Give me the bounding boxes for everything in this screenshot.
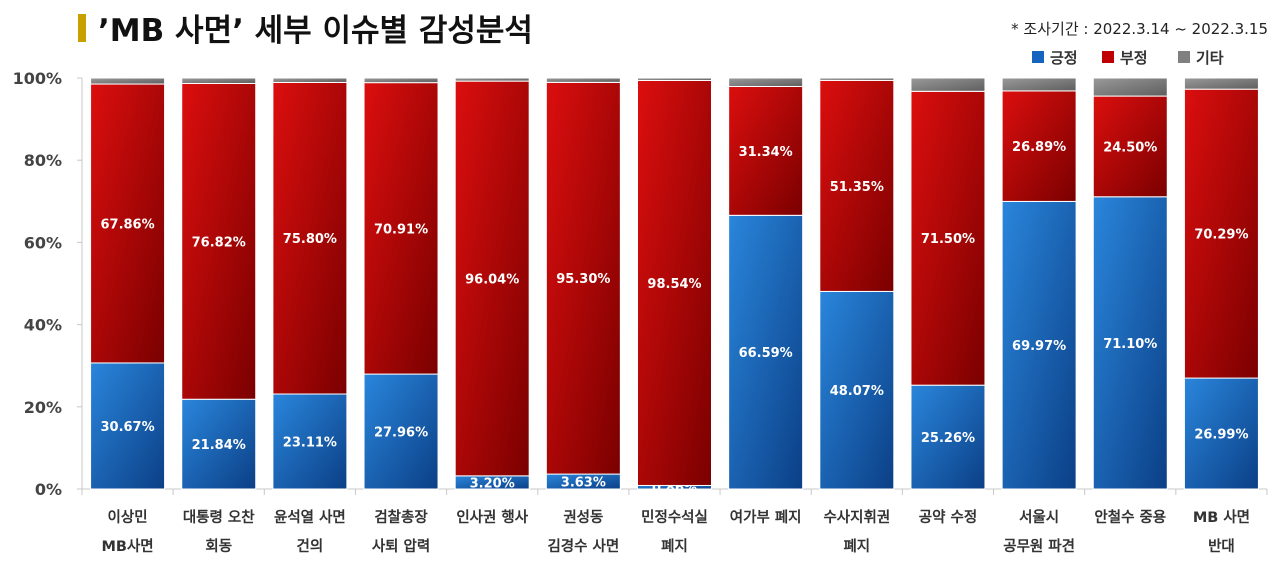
legend-swatch (1032, 51, 1044, 63)
bar-other (910, 77, 986, 92)
bar-positive (910, 384, 986, 490)
title-accent-bar (78, 14, 86, 42)
data-label: 26.89% (1012, 140, 1066, 155)
bar-positive (728, 214, 804, 490)
bar-other (637, 77, 712, 81)
bar-positive (363, 373, 439, 490)
x-tick-label: 폐지 (661, 538, 688, 555)
survey-period: * 조사기간 : 2022.3.14 ~ 2022.3.15 (1011, 20, 1268, 38)
bar-other (819, 77, 895, 81)
bar-other (1001, 77, 1077, 92)
data-label: 31.34% (739, 145, 793, 160)
x-tick-label: 수사지휘권 (823, 508, 890, 526)
y-tick-label: 60% (24, 233, 62, 252)
data-label: 70.29% (1194, 228, 1248, 243)
chart-title: ’MB 사면’ 세부 이슈별 감성분석 (98, 13, 533, 49)
x-tick-label: 민정수석실 (641, 508, 708, 526)
data-label: 95.30% (556, 272, 610, 287)
x-tick-label: 안철수 중용 (1094, 508, 1166, 526)
data-label: 75.80% (283, 232, 337, 247)
data-label: 27.96% (374, 426, 428, 441)
data-label: 66.59% (739, 346, 793, 361)
bar-negative (1001, 90, 1077, 202)
x-tick-label: 대통령 오찬 (183, 508, 255, 526)
bar-other (272, 77, 348, 83)
bar-other (545, 77, 621, 83)
data-label: 24.50% (1103, 140, 1157, 155)
data-label: 25.26% (921, 431, 975, 446)
x-tick-label: 권성동 (563, 508, 603, 526)
legend-swatch (1178, 51, 1190, 63)
data-label: 26.99% (1194, 428, 1248, 443)
y-tick-label: 100% (13, 69, 62, 88)
bar-other (181, 77, 257, 85)
bar-positive (181, 398, 257, 490)
y-tick-label: 80% (24, 151, 62, 170)
data-label: 23.11% (283, 436, 337, 451)
bar-other (454, 77, 530, 82)
data-label: 71.50% (921, 232, 975, 247)
bar-negative (454, 80, 530, 477)
x-tick-label: 회동 (205, 538, 232, 555)
x-tick-label: MB사면 (101, 538, 153, 555)
legend-label: 부정 (1120, 49, 1148, 67)
bar-negative (181, 83, 257, 400)
bar-positive (1183, 377, 1259, 490)
data-label: 98.54% (647, 277, 701, 292)
x-tick-label: 서울시 (1019, 509, 1059, 526)
bar-positive (272, 393, 348, 490)
bar-other (1092, 77, 1168, 97)
data-label: 51.35% (830, 180, 884, 195)
legend-swatch (1102, 51, 1114, 63)
bar-negative (272, 81, 348, 395)
bar-negative (363, 82, 439, 375)
data-label: 70.91% (374, 222, 428, 237)
x-tick-label: 인사권 행사 (456, 508, 528, 526)
data-label: 30.67% (100, 420, 154, 435)
data-label: 76.82% (192, 235, 246, 250)
x-tick-label: 공약 수정 (919, 508, 977, 526)
data-label: 3.63% (561, 476, 606, 491)
x-tick-label: 윤석열 사면 (274, 508, 346, 526)
bar-negative (637, 79, 712, 486)
data-label: 67.86% (100, 217, 154, 232)
y-tick-label: 40% (24, 316, 62, 335)
bar-positive (819, 290, 895, 490)
bar-negative (545, 81, 621, 475)
x-tick-label: 검찰총장 (374, 508, 428, 526)
legend-label: 긍정 (1050, 49, 1078, 67)
bar-other (728, 77, 804, 88)
bar-negative (910, 90, 986, 386)
bar-positive (1001, 200, 1077, 490)
x-tick-label: 이상민 (108, 509, 148, 526)
x-tick-label: 사퇴 압력 (372, 537, 430, 555)
x-tick-label: 김경수 사면 (547, 537, 619, 555)
bar-negative (1183, 88, 1259, 379)
data-label: 21.84% (192, 438, 246, 453)
y-tick-label: 0% (35, 480, 62, 499)
bar-other (1183, 77, 1259, 90)
x-tick-label: MB 사면 (1193, 509, 1250, 526)
data-label: 3.20% (470, 476, 515, 491)
bar-positive (90, 362, 166, 490)
bar-positive (1092, 196, 1168, 490)
x-tick-label: 폐지 (843, 538, 870, 555)
bar-negative (819, 79, 895, 292)
x-tick-label: 공무원 파견 (1003, 538, 1075, 555)
bars: 30.67% 67.86% 21.84% 76.82% 23.11% 75.80% 27.9… (90, 77, 1259, 496)
x-tick-label: 여가부 폐지 (730, 509, 802, 526)
legend: 긍정 부정 기타 (1032, 49, 1224, 67)
data-label: 96.04% (465, 272, 519, 287)
bar-other (90, 77, 166, 85)
x-tick-label: 반대 (1208, 538, 1235, 555)
y-tick-label: 20% (24, 398, 62, 417)
bar-other (363, 77, 439, 84)
legend-label: 기타 (1196, 49, 1224, 67)
data-label: 71.10% (1103, 337, 1157, 352)
data-label: 48.07% (830, 384, 884, 399)
x-tick-label: 건의 (297, 537, 324, 555)
data-label: 69.97% (1012, 339, 1066, 354)
